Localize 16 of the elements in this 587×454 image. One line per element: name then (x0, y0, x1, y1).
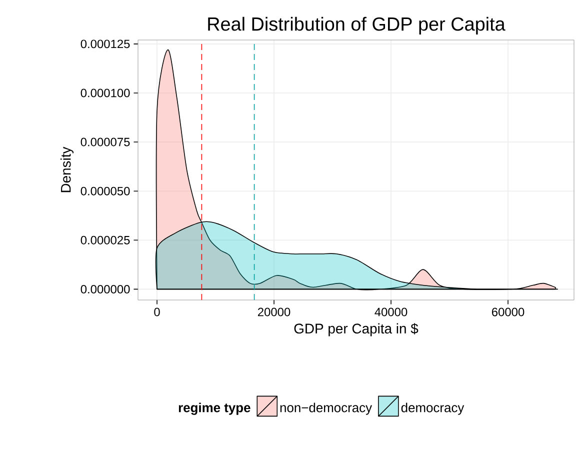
legend-title: regime type (178, 402, 250, 415)
legend-label: non−democracy (280, 402, 372, 415)
y-tick-label: 0.000000 (80, 284, 130, 294)
legend-label: democracy (401, 402, 464, 415)
y-tick-label: 0.000075 (80, 138, 130, 146)
x-tick-label: 40000 (374, 308, 408, 316)
x-tick-label: 60000 (492, 308, 524, 316)
y-tick-label: 0.000125 (80, 40, 130, 48)
chart-title: Real Distribution of GDP per Capita (208, 16, 506, 34)
y-tick-label: 0.000100 (80, 88, 130, 98)
y-tick-label: 0.000050 (80, 186, 130, 196)
y-axis-title: Density (60, 146, 74, 192)
y-tick-label: 0.000025 (80, 236, 130, 244)
x-axis-title: GDP per Capita in $ (294, 323, 418, 336)
x-tick-label: 20000 (258, 308, 290, 316)
x-tick-label: 0 (154, 308, 160, 316)
